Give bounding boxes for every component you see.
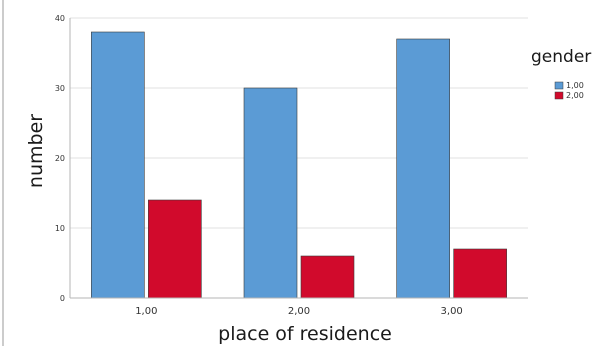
bar-2-00-series-1 [300, 255, 355, 299]
legend-swatch-0 [554, 81, 564, 90]
x-tick-label-0: 1,00 [135, 306, 157, 317]
legend-label-1: 2,00 [566, 91, 584, 100]
gridlines [70, 17, 528, 229]
x-tick-label-1: 2,00 [288, 306, 310, 317]
y-tick-labels: 0 10 20 30 40 [55, 14, 65, 303]
bar-3-00-series-1 [453, 248, 507, 299]
x-axis-title: place of residence [218, 323, 392, 345]
axes [69, 18, 528, 299]
legend-title: gender [531, 47, 591, 67]
y-tick-label-4: 40 [55, 14, 65, 23]
bar-1-00-series-0 [91, 31, 145, 299]
y-tick-label-1: 10 [55, 224, 65, 233]
x-tick-labels: 1,00 2,00 3,00 [135, 306, 463, 317]
legend-swatch-1 [554, 91, 564, 100]
bar-3-00-series-0 [396, 38, 450, 299]
bar-2-00-series-0 [243, 87, 298, 299]
legend-label-0: 1,00 [566, 81, 584, 90]
legend: gender 1,002,00 [531, 47, 591, 100]
y-axis-title: number [25, 114, 47, 188]
y-tick-label-2: 20 [55, 154, 65, 163]
x-tick-label-2: 3,00 [441, 306, 463, 317]
legend-items: 1,002,00 [554, 81, 584, 100]
bars [91, 31, 507, 299]
bar-1-00-series-1 [148, 199, 202, 299]
y-tick-label-0: 0 [60, 294, 65, 303]
y-tick-label-3: 30 [55, 84, 65, 93]
